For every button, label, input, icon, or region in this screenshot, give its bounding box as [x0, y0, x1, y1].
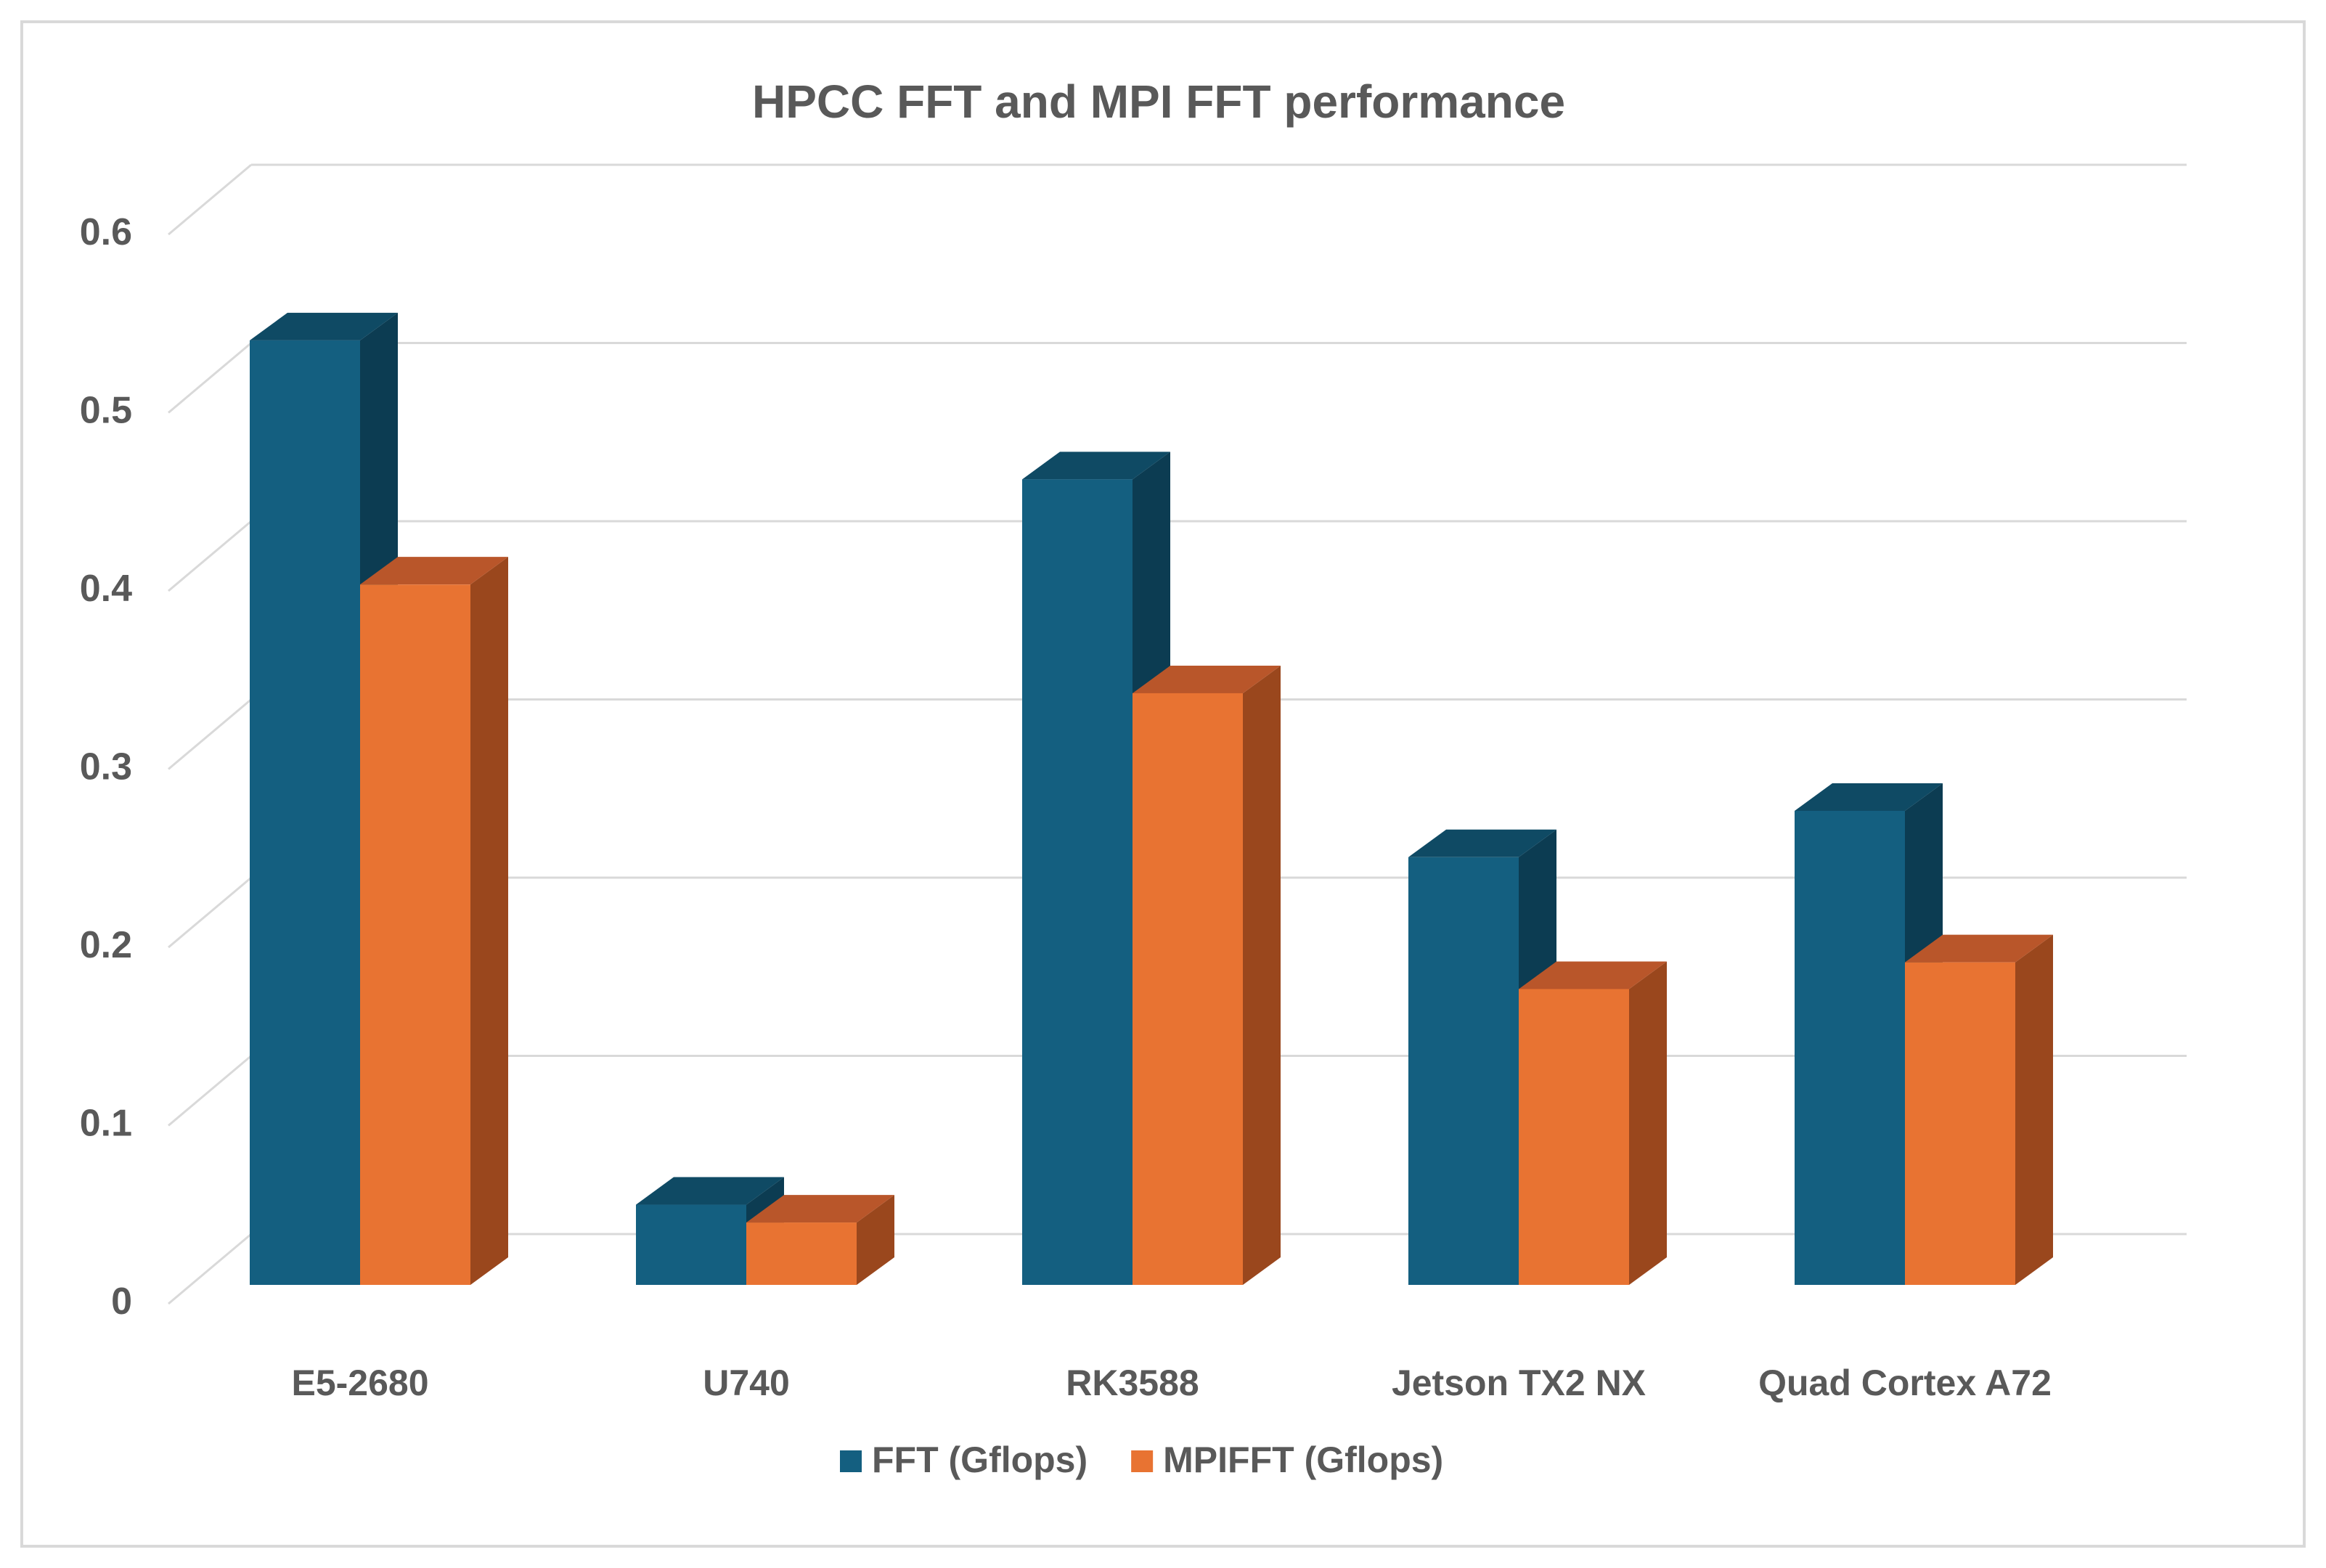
- y-tick-label: 0.4: [80, 568, 132, 610]
- bar-Jetson TX2 NX-MPIFFT (Gflops): [1519, 961, 1667, 1285]
- bar-E5-2680-MPIFFT (Gflops): [360, 557, 508, 1285]
- gridline-diagonal: [168, 520, 252, 592]
- bar-front: [1905, 962, 2015, 1285]
- bar-top: [1519, 961, 1667, 989]
- bar-side: [470, 557, 508, 1285]
- y-tick-label: 0.6: [80, 211, 132, 253]
- bar-side: [1243, 665, 1281, 1285]
- x-axis-labels: E5-2680 U740 RK3588 Jetson TX2 NX Quad Corte…: [291, 1363, 2051, 1403]
- gridline-diagonal: [168, 342, 252, 414]
- gridline-diagonal: [168, 1233, 252, 1305]
- bar-top: [636, 1177, 784, 1205]
- gridline-diagonal: [168, 163, 252, 236]
- x-tick-label: Jetson TX2 NX: [1392, 1363, 1646, 1403]
- bar-front: [746, 1222, 857, 1285]
- bar-front: [1022, 479, 1133, 1285]
- bar-top: [746, 1195, 894, 1223]
- x-tick-label: E5-2680: [291, 1363, 428, 1403]
- gridline-diagonal: [168, 876, 252, 949]
- x-tick-label: RK3588: [1066, 1363, 1199, 1403]
- y-axis-ticks: 0 0.1 0.2 0.3 0.4 0.5 0.6: [80, 211, 132, 1323]
- x-tick-label: Quad Cortex A72: [1758, 1363, 2052, 1403]
- bar-Quad Cortex A72-MPIFFT (Gflops): [1905, 934, 2053, 1285]
- bars: [250, 312, 2053, 1286]
- y-tick-label: 0.2: [80, 924, 132, 966]
- legend-label: MPIFFT (Gflops): [1163, 1440, 1443, 1480]
- gridline-diagonal: [168, 698, 252, 770]
- bar-top: [1408, 829, 1556, 857]
- chart-title: HPCC FFT and MPI FFT performance: [752, 75, 1565, 128]
- bar-top: [1905, 934, 2053, 963]
- legend-swatch: [840, 1450, 862, 1472]
- legend: FFT (Gflops) MPIFFT (Gflops): [840, 1440, 1443, 1480]
- bar-front: [1133, 693, 1243, 1285]
- gridline-diagonal: [168, 1055, 252, 1127]
- bar-side: [1629, 961, 1667, 1285]
- chart: HPCC FFT and MPI FFT performance 0 0.1 0.2…: [80, 75, 2187, 1480]
- bar-side: [2015, 934, 2053, 1285]
- bar-front: [1795, 810, 1905, 1285]
- legend-swatch: [1131, 1450, 1154, 1472]
- bar-front: [636, 1204, 746, 1285]
- legend-label: FFT (Gflops): [872, 1440, 1087, 1480]
- bar-side: [857, 1195, 894, 1285]
- bar-front: [1519, 989, 1629, 1285]
- bar-front: [360, 584, 470, 1285]
- bar-front: [250, 340, 360, 1286]
- x-tick-label: U740: [703, 1363, 790, 1403]
- bar-U740-MPIFFT (Gflops): [746, 1195, 894, 1285]
- bar-top: [360, 557, 508, 585]
- bar-top: [1795, 783, 1943, 811]
- bar-top: [250, 312, 398, 340]
- bar-RK3588-MPIFFT (Gflops): [1133, 665, 1281, 1285]
- y-tick-label: 0.3: [80, 746, 132, 788]
- bar-top: [1133, 665, 1281, 693]
- y-tick-label: 0.1: [80, 1103, 132, 1145]
- bar-front: [1408, 857, 1519, 1285]
- bar-top: [1022, 452, 1170, 480]
- chart-frame: HPCC FFT and MPI FFT performance 0 0.1 0.2…: [20, 20, 2306, 1548]
- y-tick-label: 0.5: [80, 390, 132, 432]
- y-tick-label: 0: [111, 1281, 132, 1323]
